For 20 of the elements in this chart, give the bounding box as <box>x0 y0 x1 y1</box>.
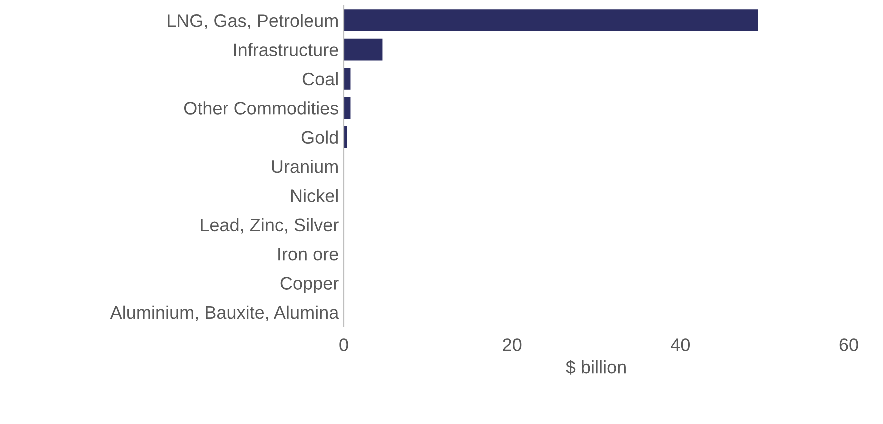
x-tick-label: 0 <box>340 338 348 352</box>
bar <box>344 97 351 120</box>
y-tick-label: Coal <box>302 72 338 86</box>
y-tick-label: Aluminium, Bauxite, Alumina <box>110 306 340 322</box>
x-tick-label: 60 <box>840 338 858 352</box>
y-tick-label: Uranium <box>272 160 338 174</box>
x-axis-title: $ billion <box>566 360 626 375</box>
y-tick-label: LNG, Gas, Petroleum <box>168 14 338 30</box>
bar <box>344 10 758 32</box>
y-tick-label: Nickel <box>291 189 338 202</box>
x-tick-label: 40 <box>671 338 690 352</box>
bar <box>344 68 351 90</box>
y-tick-label: Lead, Zinc, Silver <box>201 218 339 234</box>
y-tick-label: Copper <box>280 277 339 294</box>
y-tick-label: Other Commodities <box>184 102 338 115</box>
y-tick-label: Gold <box>302 130 338 144</box>
x-tick-label: 20 <box>503 338 522 352</box>
y-tick-label: Infrastructure <box>234 43 338 56</box>
y-tick-label: Iron ore <box>278 248 338 261</box>
bar <box>344 38 383 61</box>
